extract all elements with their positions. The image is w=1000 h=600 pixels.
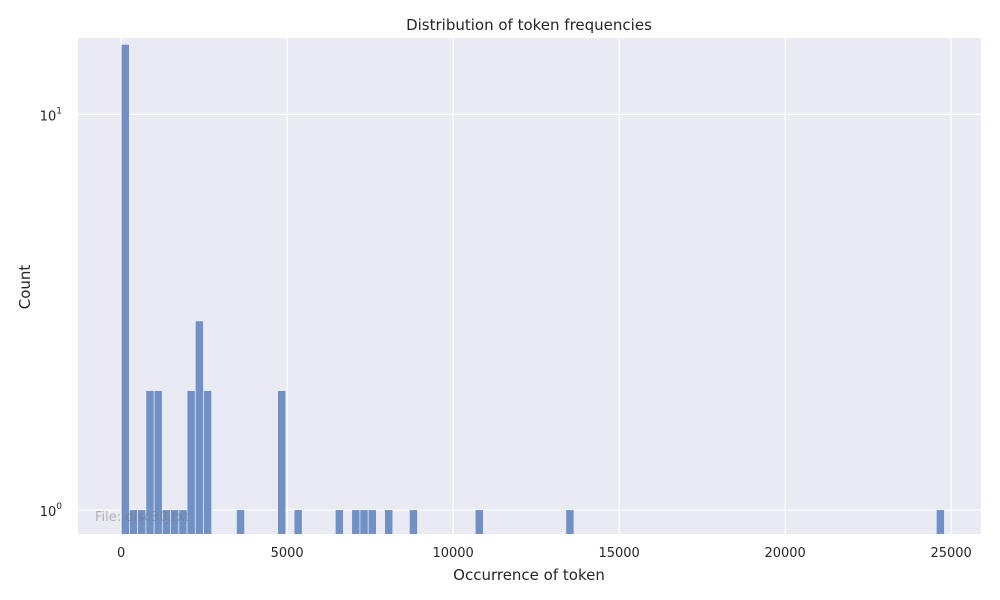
histogram-bar [179, 510, 187, 534]
x-axis-label: Occurrence of token [453, 566, 605, 584]
x-tick-label: 25000 [930, 546, 971, 561]
y-tick-label: 101 [40, 106, 62, 124]
histogram-bar [121, 44, 129, 535]
x-tick-label: 10000 [432, 546, 473, 561]
histogram-bar [187, 390, 195, 534]
histogram-bar [162, 510, 171, 534]
histogram-bar [129, 510, 138, 534]
histogram-bar [352, 510, 360, 534]
histogram-bar [936, 510, 945, 534]
histogram-bar [409, 510, 418, 534]
histogram-bar [335, 510, 344, 534]
x-tick-label: 20000 [764, 546, 805, 561]
x-tick-label: 0 [117, 546, 125, 561]
y-axis-label: Count [16, 265, 34, 310]
histogram-bar [566, 510, 574, 534]
histogram-bar [368, 510, 376, 534]
chart-title: Distribution of token frequencies [406, 16, 652, 34]
x-axis-ticks: 0 5000 10000 15000 20000 25000 [117, 546, 972, 561]
histogram-bar [138, 510, 146, 534]
plot-area [78, 38, 981, 534]
histogram-bar [475, 510, 484, 534]
y-tick-label: 100 [40, 502, 63, 520]
watermark-text: File: disc30.txt [95, 510, 190, 525]
histogram-bar [154, 390, 162, 534]
histogram-bar [203, 390, 212, 534]
x-tick-label: 15000 [598, 546, 639, 561]
histogram-bar [385, 510, 393, 534]
grid-lines [78, 38, 981, 534]
bars-group [121, 44, 945, 535]
histogram-bar [195, 321, 204, 534]
x-tick-label: 5000 [271, 546, 304, 561]
y-axis-ticks: 100 101 [40, 106, 63, 520]
histogram-bar [277, 390, 286, 534]
histogram-bar [360, 510, 368, 534]
histogram-bar [170, 510, 179, 534]
histogram-bar [236, 510, 245, 534]
histogram-bar [294, 510, 302, 534]
histogram-bar [146, 390, 154, 534]
